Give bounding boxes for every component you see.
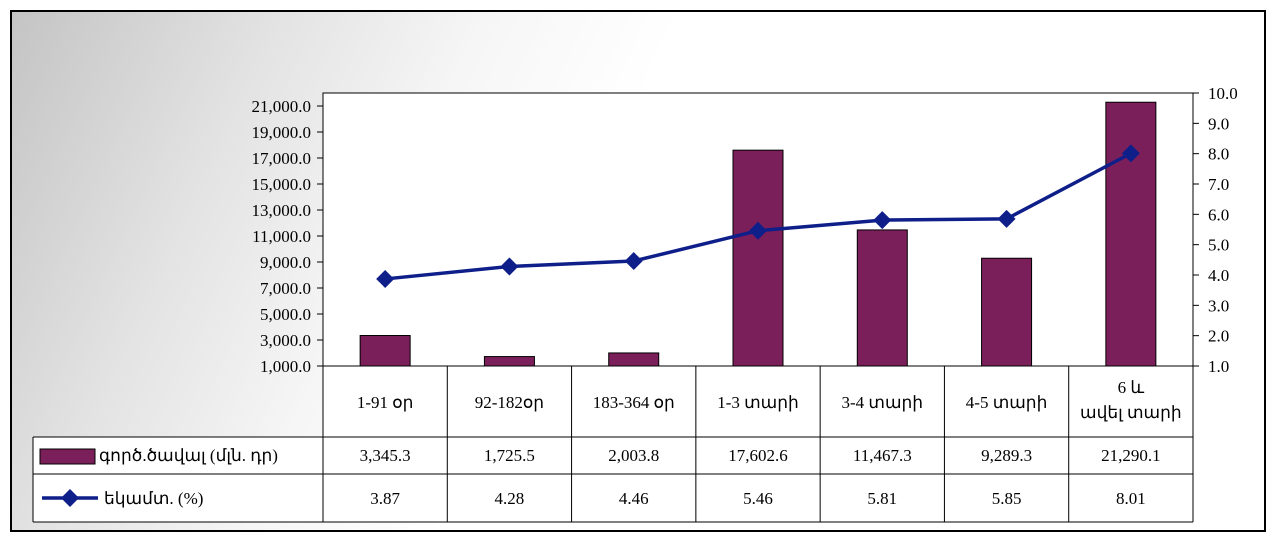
right-axis-tick-label: 2.0 xyxy=(1208,327,1229,346)
category-label: 1-91 օր xyxy=(357,393,414,412)
line-marker xyxy=(500,257,519,276)
table-cell-yield: 3.87 xyxy=(370,489,400,508)
bar xyxy=(981,257,1033,367)
table-header-bg xyxy=(323,366,1193,437)
table-cell-yield: 4.46 xyxy=(619,489,649,508)
table-body-bg xyxy=(33,437,1193,522)
right-axis-tick-label: 1.0 xyxy=(1208,357,1229,376)
line-marker xyxy=(376,269,395,288)
right-axis-tick-label: 3.0 xyxy=(1208,296,1229,315)
left-axis-tick-label: 19,000.0 xyxy=(252,123,312,142)
category-label: 92-182օր xyxy=(475,393,544,412)
right-axis-tick-label: 4.0 xyxy=(1208,266,1229,285)
right-axis-tick-label: 6.0 xyxy=(1208,205,1229,224)
table-cell-volume: 1,725.5 xyxy=(484,446,535,465)
table-cell-volume: 11,467.3 xyxy=(853,446,912,465)
left-axis-tick-label: 9,000.0 xyxy=(260,253,311,272)
line-marker xyxy=(873,211,892,230)
category-label: 183-364 օր xyxy=(593,393,675,412)
left-axis-tick-label: 13,000.0 xyxy=(252,201,312,220)
left-axis-tick-label: 3,000.0 xyxy=(260,331,311,350)
bar xyxy=(856,229,908,367)
table-cell-volume: 3,345.3 xyxy=(360,446,411,465)
right-axis-tick-label: 9.0 xyxy=(1208,114,1229,133)
bar xyxy=(608,352,660,367)
table-cell-volume: 2,003.8 xyxy=(608,446,659,465)
line-marker xyxy=(997,209,1016,228)
left-axis-tick-label: 21,000.0 xyxy=(252,97,312,116)
left-axis-tick-label: 1,000.0 xyxy=(260,357,311,376)
table-cell-yield: 5.81 xyxy=(867,489,897,508)
left-axis-tick-label: 17,000.0 xyxy=(252,149,312,168)
category-label: 6 և ավել տարի xyxy=(1080,378,1182,422)
left-axis-tick-label: 15,000.0 xyxy=(252,175,312,194)
table-cell-yield: 5.46 xyxy=(743,489,773,508)
left-axis-tick-label: 5,000.0 xyxy=(260,305,311,324)
legend-label-volume: գործ.ծավալ (մլն. դր) xyxy=(99,446,278,465)
line-marker xyxy=(624,252,643,271)
line-marker xyxy=(1121,144,1140,163)
table-cell-volume: 21,290.1 xyxy=(1101,446,1161,465)
bar xyxy=(1105,101,1157,367)
table-cell-yield: 4.28 xyxy=(495,489,525,508)
legend-swatch-bar xyxy=(39,448,96,465)
left-axis-tick-label: 11,000.0 xyxy=(252,227,311,246)
table-cell-yield: 5.85 xyxy=(992,489,1022,508)
legend-label-yield: եկամտ. (%) xyxy=(104,489,203,508)
right-axis-tick-label: 5.0 xyxy=(1208,236,1229,255)
line-marker xyxy=(749,221,767,240)
left-axis-tick-label: 7,000.0 xyxy=(260,279,311,298)
right-axis-tick-label: 8.0 xyxy=(1208,145,1229,164)
right-axis-tick-label: 10.0 xyxy=(1208,84,1238,103)
category-label: 3-4 տարի xyxy=(841,393,923,412)
bar xyxy=(359,335,411,367)
table-cell-volume: 17,602.6 xyxy=(728,446,788,465)
bar xyxy=(483,356,535,367)
table-cell-volume: 9,289.3 xyxy=(981,446,1032,465)
right-axis-tick-label: 7.0 xyxy=(1208,175,1229,194)
legend-marker xyxy=(61,489,79,507)
bar xyxy=(732,149,784,367)
category-label: 1-3 տարի xyxy=(717,393,799,412)
table-cell-yield: 8.01 xyxy=(1116,489,1146,508)
category-label: 4-5 տարի xyxy=(966,393,1048,412)
